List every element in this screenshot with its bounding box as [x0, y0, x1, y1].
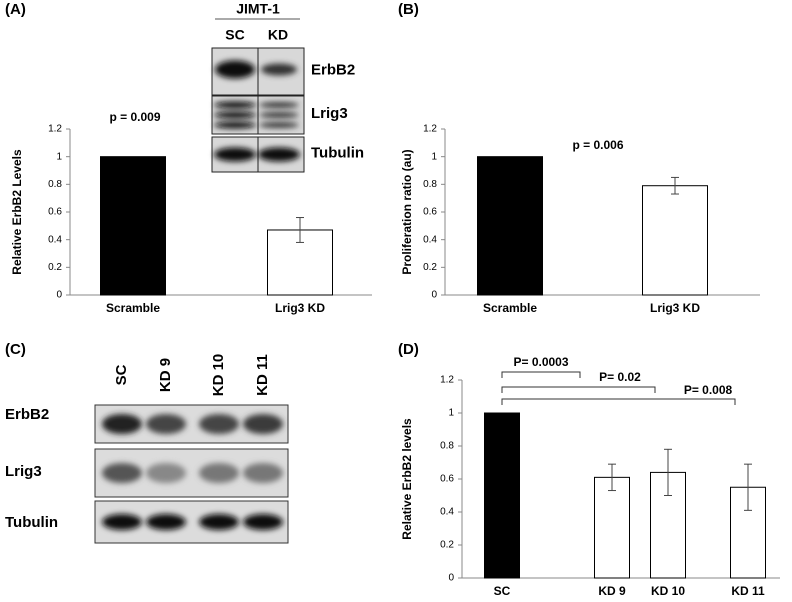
y-tick-label: 0.8	[423, 179, 437, 190]
band	[199, 514, 239, 530]
lane-label: SC	[113, 364, 130, 385]
y-tick-label: 0	[448, 573, 454, 584]
bar	[484, 412, 520, 579]
y-tick-label: 0.2	[48, 262, 62, 273]
bar	[594, 476, 630, 579]
x-tick-label: KD 11	[731, 584, 765, 598]
band	[214, 111, 256, 119]
y-tick-label: 1	[56, 151, 62, 162]
y-axis-label: Relative ErbB2 levels	[400, 418, 414, 540]
x-tick-label: Lrig3 KD	[275, 301, 325, 315]
band	[243, 463, 283, 483]
bar	[477, 156, 543, 296]
annotation: P= 0.0003	[513, 355, 568, 369]
blot-strip	[211, 95, 305, 135]
row-label: Lrig3	[5, 463, 42, 480]
annotation: P= 0.02	[599, 370, 641, 384]
y-tick-label: 0.2	[440, 540, 454, 551]
band	[215, 60, 255, 79]
y-tick-label: 1.2	[423, 124, 437, 135]
y-tick-label: 0	[431, 290, 437, 301]
x-tick-label: SC	[494, 584, 511, 598]
y-tick-label: 0.4	[423, 234, 437, 245]
band	[258, 147, 300, 162]
y-axis-label: Proliferation ratio (au)	[400, 149, 414, 274]
x-tick-label: Scramble	[106, 301, 160, 315]
lane-label: KD	[268, 27, 288, 43]
significance-bracket	[501, 398, 736, 405]
y-tick-label: 0.6	[48, 207, 62, 218]
y-tick-label: 1.2	[440, 375, 454, 386]
lane-label: KD 10	[210, 354, 227, 397]
blot-strip	[211, 47, 305, 96]
annotation: P= 0.008	[684, 383, 733, 397]
band	[214, 121, 256, 129]
panel-label: (A)	[5, 1, 26, 18]
row-label: Tubulin	[5, 514, 58, 531]
band	[199, 463, 239, 483]
y-tick-label: 0	[56, 290, 62, 301]
lane-label: SC	[225, 27, 244, 43]
bar	[650, 471, 686, 579]
x-tick-label: Scramble	[483, 301, 537, 315]
band	[259, 102, 299, 108]
row-label: Lrig3	[311, 105, 348, 122]
blot-strip	[94, 500, 289, 544]
band	[261, 63, 297, 76]
x-tick-label: Lrig3 KD	[650, 301, 700, 315]
panel-label: (B)	[398, 1, 419, 18]
band	[214, 101, 256, 109]
significance-bracket	[501, 371, 581, 378]
y-tick-label: 0.4	[440, 507, 454, 518]
band	[146, 414, 186, 434]
row-label: ErbB2	[5, 406, 49, 423]
y-tick-label: 1	[431, 151, 437, 162]
band	[243, 514, 283, 530]
blot-strip	[211, 136, 305, 173]
y-tick-label: 1	[448, 408, 454, 419]
band	[146, 514, 186, 530]
error-bar	[608, 463, 616, 492]
x-tick-label: KD 9	[598, 584, 626, 598]
significance-bracket	[501, 386, 656, 393]
y-tick-label: 0.8	[440, 441, 454, 452]
y-axis-label: Relative ErbB2 Levels	[10, 149, 24, 275]
annotation: p = 0.009	[109, 110, 160, 124]
y-tick-label: 1.2	[48, 124, 62, 135]
blot-strip	[94, 404, 289, 444]
annotation: p = 0.006	[572, 138, 623, 152]
error-bar	[744, 463, 752, 511]
y-tick-label: 0.6	[423, 207, 437, 218]
lane-label: KD 11	[254, 354, 271, 396]
blot-strip	[94, 448, 289, 498]
row-label: Tubulin	[311, 144, 364, 161]
band	[102, 463, 142, 483]
blot-title: JIMT-1	[236, 1, 280, 17]
band	[259, 112, 299, 118]
band	[259, 122, 299, 128]
lane-label: KD 9	[157, 358, 174, 392]
error-bar	[671, 176, 679, 195]
y-tick-label: 0.8	[48, 179, 62, 190]
panel-label: (D)	[398, 341, 419, 358]
band	[146, 463, 186, 483]
band	[102, 414, 142, 434]
row-label: ErbB2	[311, 61, 355, 78]
bar	[642, 185, 708, 296]
band	[243, 414, 283, 434]
y-tick-label: 0.4	[48, 234, 62, 245]
y-tick-label: 0.6	[440, 474, 454, 485]
y-tick-label: 0.2	[423, 262, 437, 273]
panel-label: (C)	[5, 341, 26, 358]
band	[102, 514, 142, 530]
x-tick-label: KD 10	[651, 584, 685, 598]
band	[214, 147, 256, 162]
band	[199, 414, 239, 434]
error-bar	[664, 448, 672, 496]
bar	[100, 156, 166, 296]
error-bar	[296, 217, 304, 243]
